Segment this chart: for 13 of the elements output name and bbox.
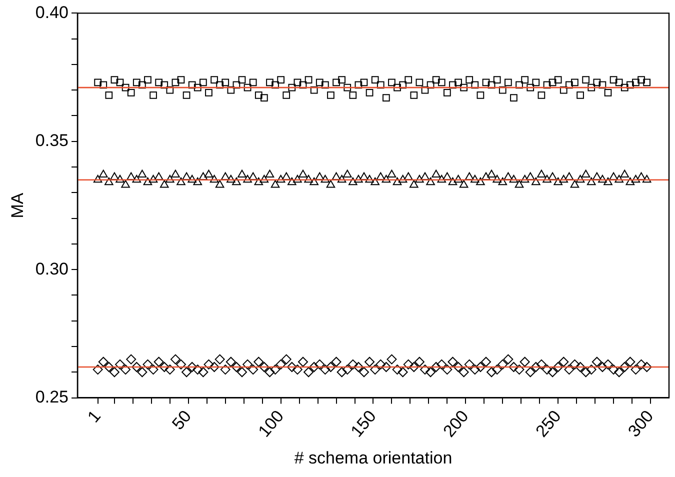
x-tick-label: 150 [347, 406, 380, 441]
x-tick-label: 250 [532, 406, 565, 441]
x-axis-title: # schema orientation [294, 448, 452, 468]
x-tick-label: 50 [168, 406, 196, 434]
x-tick-label: 100 [254, 406, 288, 441]
y-axis-title: MA [8, 192, 27, 218]
y-tick-label: 0.35 [35, 131, 68, 150]
x-tick-label: 300 [624, 406, 658, 441]
y-tick-label: 0.40 [35, 2, 68, 22]
y-tick-label: 0.30 [35, 259, 68, 278]
y-tick-label: 0.25 [35, 387, 68, 406]
x-tick-label: 200 [440, 406, 472, 441]
x-tick-label: 1 [84, 406, 104, 426]
